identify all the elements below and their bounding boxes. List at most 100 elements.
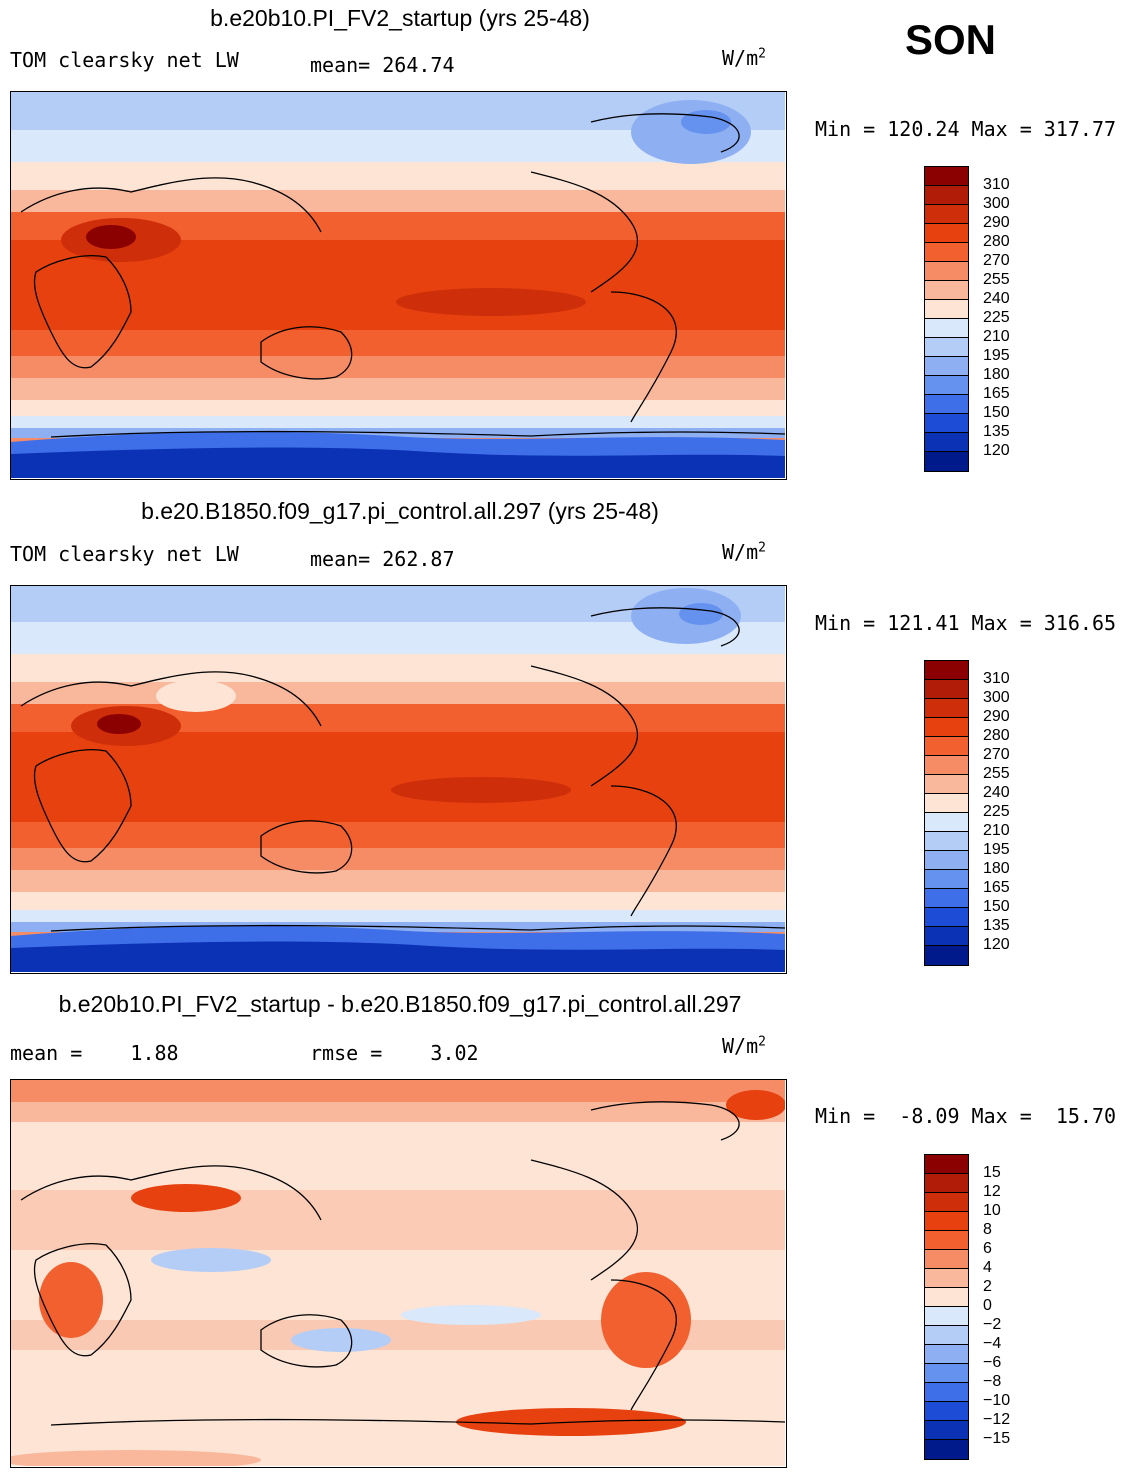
colorbar-tick-label: 290	[983, 214, 1010, 231]
colorbar-tick-label: 280	[983, 727, 1010, 744]
colorbar-swatch	[925, 433, 968, 452]
colorbar-swatch	[925, 262, 968, 281]
colorbar-tick-label: 195	[983, 841, 1010, 858]
colorbar-tick-label: 290	[983, 708, 1010, 725]
colorbar-tick-label: 165	[983, 879, 1010, 896]
colorbar-swatch	[925, 224, 968, 243]
colorbar-swatch	[925, 376, 968, 395]
colorbar-tick-label: −6	[983, 1354, 1002, 1371]
colorbar-tick-label: 120	[983, 442, 1010, 459]
colorbar-tick-label: 120	[983, 936, 1010, 953]
colorbar-tick-label: 270	[983, 746, 1010, 763]
units-superscript: 2	[758, 1034, 766, 1050]
panel-1-map	[10, 91, 787, 480]
colorbar-swatch	[925, 414, 968, 433]
colorbar-swatch	[925, 395, 968, 414]
colorbar-tick-label: 300	[983, 689, 1010, 706]
units-text: W/m	[722, 540, 759, 564]
panel-3-mean: mean = 1.88	[10, 1041, 179, 1065]
colorbar-swatch	[925, 1440, 968, 1459]
colorbar-tick-label: 310	[983, 670, 1010, 687]
panel-3-title: b.e20b10.PI_FV2_startup - b.e20.B1850.f0…	[58, 991, 742, 1017]
panel-3-minmax: Min = -8.09 Max = 15.70	[815, 1104, 1117, 1128]
colorbar-tick-label: 255	[983, 765, 1010, 782]
colorbar-swatch	[925, 1250, 968, 1269]
colorbar-tick-label: 12	[983, 1183, 1001, 1200]
colorbar-swatch	[925, 927, 968, 946]
colorbar-tick-label: 180	[983, 366, 1010, 383]
colorbar-swatch	[925, 1326, 968, 1345]
colorbar-swatch	[925, 889, 968, 908]
colorbar-tick-label: 210	[983, 822, 1010, 839]
colorbar-tick-label: 150	[983, 898, 1010, 915]
colorbar-tick-label: 0	[983, 1297, 992, 1314]
colorbar-tick-label: −12	[983, 1411, 1011, 1428]
units-text: W/m	[722, 46, 759, 70]
panel-1-units: W/m2	[722, 46, 766, 70]
colorbar-tick-label: 280	[983, 233, 1010, 250]
colorbar-tick-label: 150	[983, 404, 1010, 421]
colorbar-tick-label: 210	[983, 328, 1010, 345]
colorbar-swatch	[925, 1364, 968, 1383]
colorbar-tick-label: 240	[983, 290, 1010, 307]
panel-1-minmax: Min = 120.24 Max = 317.77	[815, 117, 1117, 141]
units-superscript: 2	[758, 540, 766, 556]
colorbar-swatch	[925, 870, 968, 889]
colorbar-tick-label: 225	[983, 803, 1010, 820]
panel-3-map	[10, 1079, 787, 1468]
colorbar-swatch	[925, 1269, 968, 1288]
colorbar-swatch	[925, 756, 968, 775]
colorbar-swatch	[925, 357, 968, 376]
panel-3-colorbar	[924, 1154, 969, 1460]
season-label: SON	[905, 16, 997, 63]
panel-1-variable: TOM clearsky net LW	[10, 48, 239, 72]
colorbar-swatch	[925, 832, 968, 851]
colorbar-tick-label: 10	[983, 1202, 1001, 1219]
colorbar-swatch	[925, 167, 968, 186]
colorbar-swatch	[925, 1288, 968, 1307]
colorbar-swatch	[925, 851, 968, 870]
colorbar-swatch	[925, 1421, 968, 1440]
colorbar-tick-label: 270	[983, 252, 1010, 269]
colorbar-swatch	[925, 1193, 968, 1212]
colorbar-swatch	[925, 737, 968, 756]
colorbar-swatch	[925, 452, 968, 471]
panel-2-colorbar	[924, 660, 969, 966]
colorbar-tick-label: −2	[983, 1316, 1002, 1333]
colorbar-tick-label: 195	[983, 347, 1010, 364]
panel-2-variable: TOM clearsky net LW	[10, 542, 239, 566]
colorbar-swatch	[925, 775, 968, 794]
colorbar-swatch	[925, 300, 968, 319]
colorbar-swatch	[925, 718, 968, 737]
colorbar-tick-label: −4	[983, 1335, 1002, 1352]
panel-2-mean: mean= 262.87	[310, 547, 455, 571]
units-superscript: 2	[758, 46, 766, 62]
colorbar-swatch	[925, 1212, 968, 1231]
colorbar-swatch	[925, 680, 968, 699]
colorbar-tick-label: 8	[983, 1221, 992, 1238]
colorbar-swatch	[925, 205, 968, 224]
colorbar-swatch	[925, 813, 968, 832]
colorbar-swatch	[925, 338, 968, 357]
colorbar-tick-label: −15	[983, 1430, 1011, 1447]
panel-3-rmse: rmse = 3.02	[310, 1041, 479, 1065]
colorbar-tick-label: 180	[983, 860, 1010, 877]
colorbar-tick-label: 240	[983, 784, 1010, 801]
panel-2-units: W/m2	[722, 540, 766, 564]
colorbar-tick-label: −10	[983, 1392, 1011, 1409]
colorbar-tick-label: 300	[983, 195, 1010, 212]
colorbar-swatch	[925, 794, 968, 813]
colorbar-tick-label: 225	[983, 309, 1010, 326]
colorbar-tick-label: 15	[983, 1164, 1001, 1181]
colorbar-swatch	[925, 1345, 968, 1364]
colorbar-swatch	[925, 186, 968, 205]
panel-1-title: b.e20b10.PI_FV2_startup (yrs 25-48)	[210, 5, 590, 31]
colorbar-swatch	[925, 1307, 968, 1326]
colorbar-tick-label: 4	[983, 1259, 992, 1276]
colorbar-swatch	[925, 243, 968, 262]
colorbar-swatch	[925, 1402, 968, 1421]
colorbar-swatch	[925, 946, 968, 965]
colorbar-swatch	[925, 1383, 968, 1402]
colorbar-swatch	[925, 1174, 968, 1193]
colorbar-swatch	[925, 281, 968, 300]
